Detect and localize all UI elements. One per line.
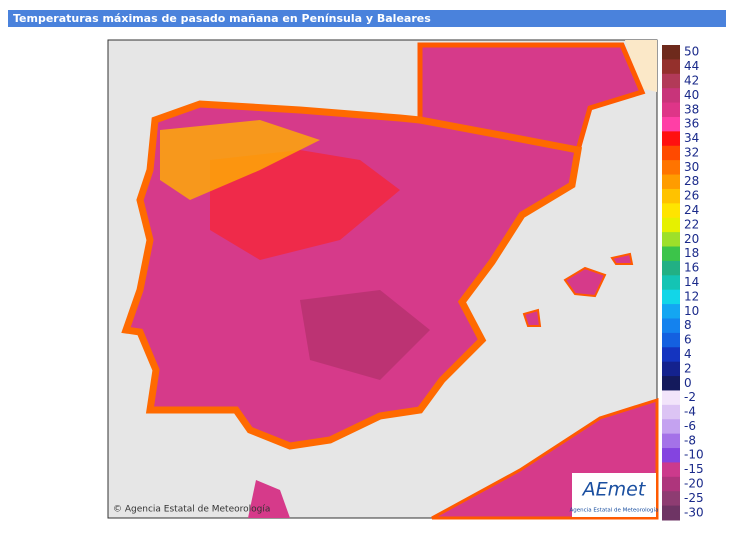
legend-label: 44 [684,59,699,73]
legend-swatch [662,145,680,161]
legend-label: 50 [684,45,699,59]
logo-box [572,473,656,517]
legend-label: -2 [684,390,696,404]
legend-swatch [662,347,680,363]
legend-label: -25 [684,491,704,505]
legend-swatch [662,160,680,176]
legend-swatch [662,476,680,492]
legend-swatch [662,318,680,334]
legend-label: 2 [684,361,692,375]
legend-swatch [662,390,680,406]
legend-swatch [662,232,680,248]
legend-swatch [662,131,680,147]
legend-label: 6 [684,333,692,347]
logo-subtitle: Agencia Estatal de Meteorología [570,507,659,514]
legend-swatch [662,419,680,435]
legend-swatch [662,246,680,262]
legend-label: 36 [684,117,699,131]
title: Temperaturas máximas de pasado mañana en… [13,12,431,25]
legend-label: 34 [684,131,699,145]
legend-label: -4 [684,405,696,419]
legend-swatch [662,376,680,391]
attribution: © Agencia Estatal de Meteorología [113,505,270,515]
legend-label: 26 [684,189,699,203]
legend-swatch [662,361,680,377]
legend-label: 18 [684,246,699,260]
legend-swatch [662,88,680,104]
legend-label: 24 [684,203,699,217]
legend-swatch [662,45,680,60]
legend-swatch [662,404,680,420]
legend-swatch [662,188,680,204]
legend-swatch [662,304,680,319]
legend-swatch [662,448,680,463]
legend-label: -30 [684,505,704,519]
legend-label: 32 [684,145,699,159]
legend-label: 42 [684,73,699,87]
legend-label: 8 [684,318,692,332]
legend-label: -10 [684,448,704,462]
legend-swatch [662,102,680,118]
legend-swatch [662,275,680,291]
legend-label: 14 [684,275,699,289]
legend-label: 4 [684,347,692,361]
legend-label: 0 [684,376,692,390]
legend-label: 40 [684,88,699,102]
legend-swatch [662,260,680,276]
legend-swatch [662,59,680,75]
legend-label: 28 [684,174,699,188]
legend-swatch [662,332,680,348]
legend: 5044424038363432302826242220181614121086… [662,45,704,521]
legend-label: -8 [684,433,696,447]
legend-label: 20 [684,232,699,246]
legend-label: -20 [684,477,704,491]
legend-swatch [662,73,680,89]
legend-label: -6 [684,419,696,433]
legend-label: 16 [684,261,699,275]
legend-label: 10 [684,304,699,318]
legend-label: 30 [684,160,699,174]
legend-label: -15 [684,462,704,476]
legend-swatch [662,491,680,507]
legend-label: 38 [684,102,699,116]
logo-name: AEmet [581,479,647,501]
title-bar [8,10,726,27]
legend-swatch [662,217,680,233]
legend-label: 22 [684,217,699,231]
legend-label: 12 [684,289,699,303]
legend-swatch [662,203,680,219]
legend-swatch [662,289,680,305]
legend-swatch [662,116,680,132]
legend-swatch [662,505,680,521]
map: © Agencia Estatal de Meteorología AEmet … [107,39,659,520]
legend-swatch [662,174,680,190]
legend-swatch [662,462,680,478]
legend-swatch [662,433,680,449]
